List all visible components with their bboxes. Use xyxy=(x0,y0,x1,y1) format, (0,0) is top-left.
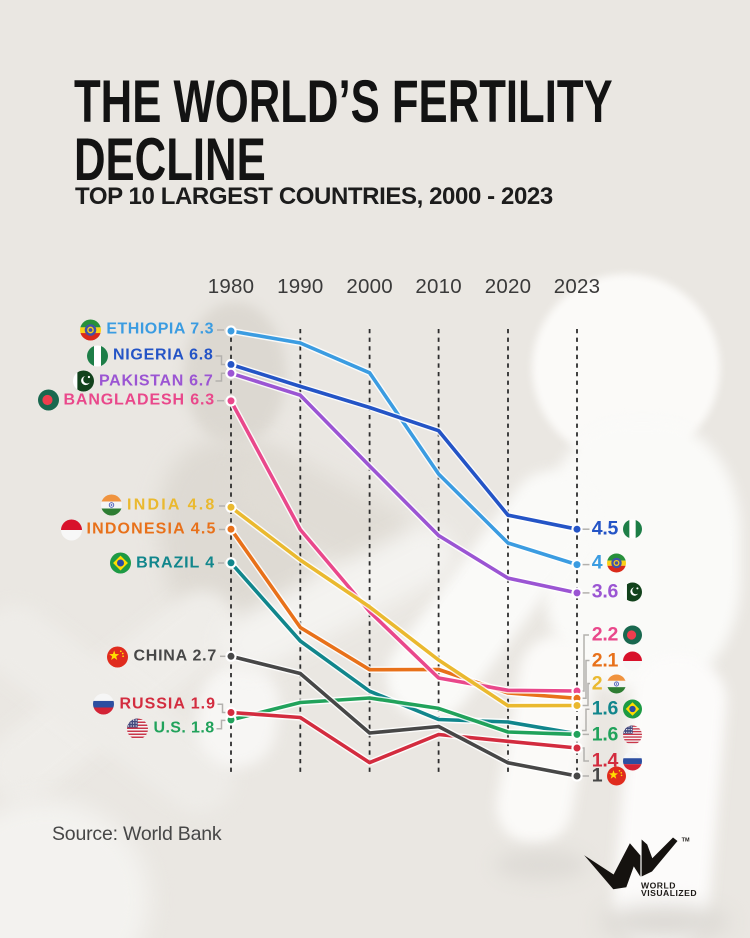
svg-text:TM: TM xyxy=(682,838,690,844)
svg-text:WORLD: WORLD xyxy=(641,881,676,891)
svg-text:VISUALIZED: VISUALIZED xyxy=(641,888,697,898)
